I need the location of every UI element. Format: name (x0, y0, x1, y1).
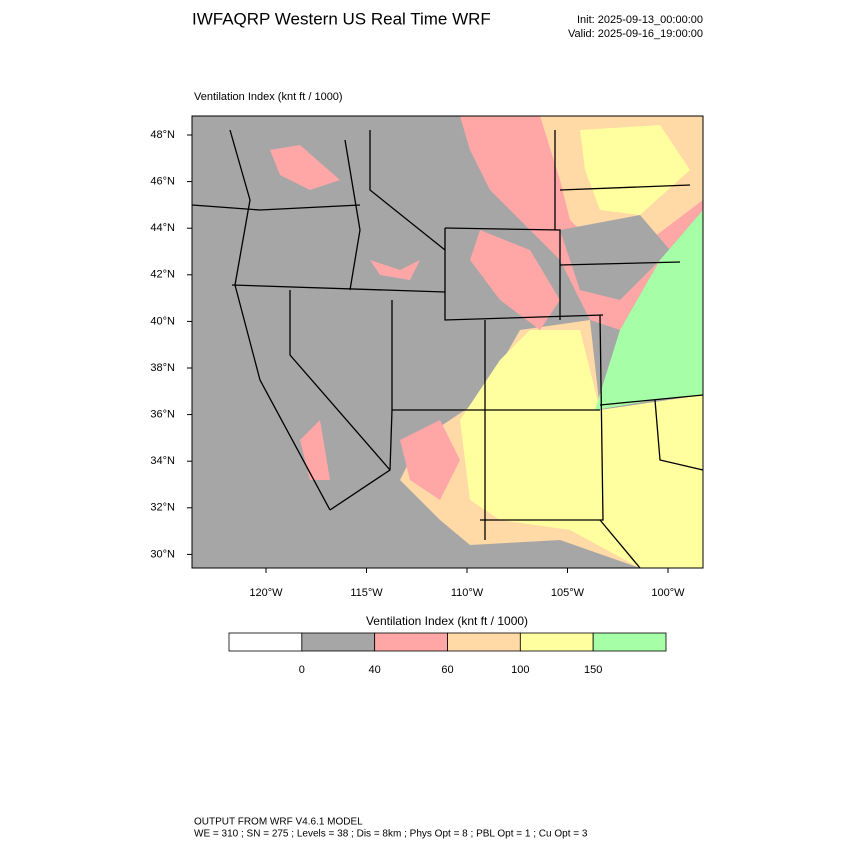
lon-label: 120°W (249, 587, 283, 599)
colorbar-label: 40 (369, 664, 381, 676)
lat-label: 40°N (150, 315, 175, 327)
colorbar-label: 100 (511, 664, 529, 676)
title: IWFAQRP Western US Real Time WRF (192, 9, 491, 28)
lat-label: 34°N (150, 455, 175, 467)
map (191, 115, 704, 569)
colorbar-label: 60 (441, 664, 453, 676)
patch-pink (370, 260, 420, 280)
init-time: Init: 2025-09-13_00:00:00 (577, 14, 703, 26)
state-borders (191, 129, 704, 569)
colorbar-box (519, 632, 594, 652)
lat-label: 38°N (150, 362, 175, 374)
patch-pink (300, 420, 330, 480)
valid-time: Valid: 2025-09-16_19:00:00 (568, 28, 703, 40)
footer-line: OUTPUT FROM WRF V4.6.1 MODEL (194, 817, 363, 828)
lon-labels: 120°W 115°W 110°W 105°W 100°W (249, 568, 685, 599)
lon-label: 100°W (651, 587, 685, 599)
patch-pink (400, 420, 460, 500)
patch-pink (470, 230, 560, 330)
colorbar-box (447, 632, 521, 652)
lat-label: 36°N (150, 409, 175, 421)
colorbar-title: Ventilation Index (knt ft / 1000) (366, 614, 528, 628)
footer-line: WE = 310 ; SN = 275 ; Levels = 38 ; Dis … (194, 829, 588, 840)
colorbar-box (374, 632, 448, 652)
colorbar-label: 0 (299, 664, 305, 676)
lat-label: 32°N (150, 502, 175, 514)
colorbar-label: 150 (584, 664, 602, 676)
lat-label: 46°N (150, 176, 175, 188)
region-gray (560, 215, 670, 300)
colorbar: 0 40 60 100 150 (228, 632, 667, 676)
patch-pink (270, 145, 340, 190)
map-subtitle: Ventilation Index (knt ft / 1000) (194, 91, 343, 103)
lat-label: 30°N (150, 548, 175, 560)
lat-labels: 48°N 46°N 44°N 42°N 40°N 38°N 36°N 34°N 32°N 30°N (150, 129, 192, 560)
map-frame (191, 115, 704, 569)
lat-label: 48°N (150, 129, 175, 141)
region-yellow-n (580, 125, 690, 215)
colorbar-box (301, 632, 376, 652)
lon-label: 110°W (451, 587, 484, 599)
lat-label: 44°N (150, 222, 175, 234)
region-green (595, 210, 703, 410)
lat-label: 42°N (150, 269, 175, 281)
colorbar-box (228, 632, 303, 652)
region-yellow (460, 330, 703, 568)
lon-label: 115°W (350, 587, 383, 599)
colorbar-box (592, 632, 667, 652)
lon-label: 105°W (551, 587, 585, 599)
